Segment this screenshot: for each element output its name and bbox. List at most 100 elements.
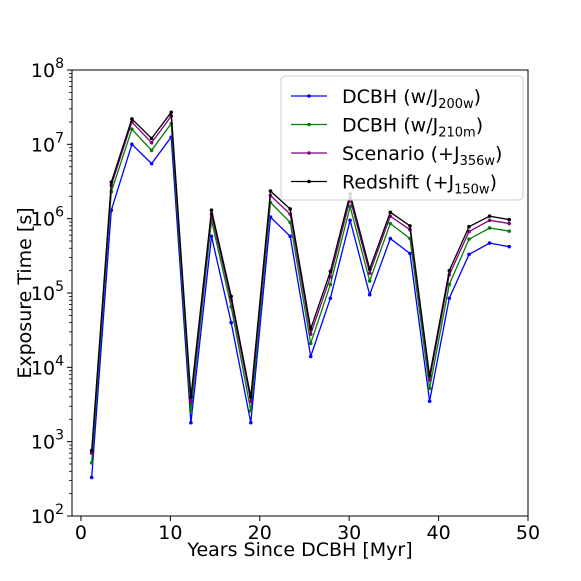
x-tick-label: 30 (337, 522, 361, 544)
legend-swatch-marker (307, 94, 311, 98)
series-1-point (447, 282, 452, 287)
series-0-point (388, 236, 393, 241)
series-3-point (109, 180, 114, 184)
series-0-point (130, 142, 134, 147)
series-3-point (249, 395, 253, 399)
x-tick-label: 0 (75, 522, 87, 544)
series-3-point (427, 373, 432, 378)
series-2-point (149, 140, 154, 145)
y-tick-label: 103 (31, 428, 64, 454)
series-3-point (229, 294, 233, 299)
series-2-line (91, 114, 510, 454)
series-1-point (467, 237, 471, 241)
series-0-line (91, 135, 510, 478)
y-tick-label: 106 (31, 205, 64, 231)
series-3-point (149, 136, 154, 141)
series-3-point (130, 117, 134, 121)
y-axis-label: Exposure Time [s] (14, 207, 36, 378)
legend-item: Scenario (+J356w) (291, 143, 502, 169)
series-1-point (249, 409, 253, 413)
series-0-point (308, 354, 313, 359)
y-tick-label: 107 (31, 130, 64, 156)
series-3-point (288, 207, 292, 211)
series-layer (89, 110, 512, 480)
legend-box (280, 75, 524, 201)
series-3-line (91, 110, 510, 451)
series-2-point (189, 399, 193, 404)
series-1-point (388, 221, 393, 226)
series-3-point (487, 214, 492, 218)
x-axis-label: Years Since DCBH [Myr] (186, 539, 412, 561)
series-3-point (388, 210, 393, 215)
legend-item: DCBH (w/J200w) (291, 86, 481, 112)
x-tick-label: 10 (158, 522, 182, 544)
series-3-point (467, 224, 471, 229)
series-3-point (89, 448, 94, 453)
legend-label: DCBH (w/J210m) (342, 115, 483, 141)
series-0-point (348, 218, 352, 223)
series-0-point (467, 252, 471, 257)
legend-label: Scenario (+J356w) (342, 143, 502, 169)
x-axis: 0 10 20 30 40 50 (75, 516, 540, 544)
series-0-point (408, 251, 412, 256)
legend-label: Redshift (+J150w) (342, 172, 497, 198)
series-3-point (169, 110, 174, 115)
series-0-point (229, 320, 233, 325)
series-0-point (288, 234, 292, 239)
series-2-point (507, 221, 512, 226)
legend-item: DCBH (w/J210m) (291, 115, 483, 141)
series-1-point (149, 148, 154, 153)
y-tick-label: 105 (31, 279, 64, 305)
series-0-point (507, 244, 512, 249)
series-0 (89, 135, 512, 480)
series-3-point (308, 326, 313, 331)
series-3-point (189, 395, 193, 399)
legend-swatch-marker (307, 179, 311, 184)
legend-item: Redshift (+J150w) (291, 172, 497, 198)
series-3-point (367, 267, 372, 271)
series-1-point (328, 282, 333, 287)
series-1-line (91, 121, 510, 463)
series-0-point (328, 296, 333, 301)
series-2-point (249, 399, 253, 404)
series-0-point (189, 420, 193, 425)
series-1-point (348, 204, 352, 209)
series-1-point (367, 279, 372, 283)
series-3-point (328, 269, 333, 274)
x-tick-label: 40 (426, 522, 450, 544)
series-2-point (467, 229, 471, 234)
series-1-point (189, 409, 193, 413)
series-3-point (209, 208, 214, 212)
x-tick-label: 50 (516, 522, 540, 544)
y-tick-label: 102 (31, 502, 64, 528)
series-0-point (447, 296, 452, 301)
series-2-point (427, 377, 432, 382)
series-3 (89, 110, 512, 453)
y-axis: 102 103 104 105 106 107 108 (31, 56, 72, 528)
series-2-point (487, 218, 492, 223)
series-0-point (89, 475, 94, 480)
series-0-point (427, 399, 432, 404)
series-2-point (89, 451, 94, 455)
y-tick-label: 104 (31, 353, 64, 379)
series-2-point (367, 271, 372, 275)
series-3-point (408, 224, 412, 228)
x-tick-label: 20 (248, 522, 272, 544)
y-tick-label: 108 (31, 56, 64, 82)
legend-swatch-marker (307, 122, 311, 127)
series-3-point (507, 217, 512, 222)
legend: DCBH (w/J200w) DCBH (w/J210m)Scenario (+J… (280, 75, 524, 201)
series-1-point (308, 341, 313, 346)
series-3-point (268, 189, 273, 193)
series-2-point (308, 332, 313, 336)
series-1-point (130, 127, 134, 131)
series-1-point (89, 460, 94, 465)
legend-swatch-marker (307, 151, 311, 155)
series-0-point (367, 292, 372, 297)
series-1-point (487, 226, 492, 230)
series-0-point (209, 234, 214, 239)
series-1-point (427, 386, 432, 391)
series-1-point (507, 229, 512, 233)
series-0-point (149, 161, 154, 166)
